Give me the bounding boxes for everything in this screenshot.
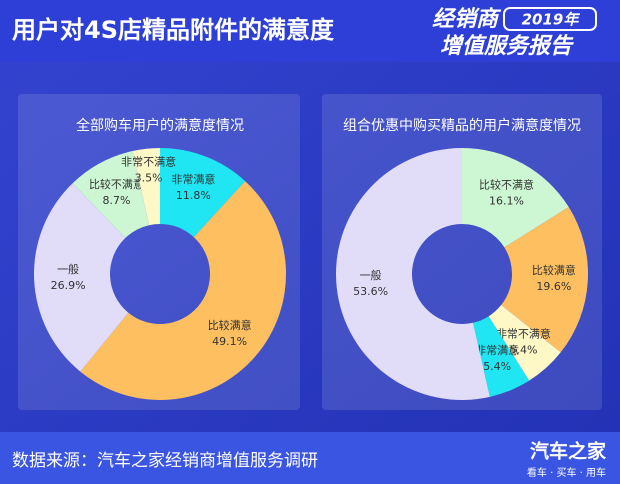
value-label: 53.6%: [353, 285, 388, 298]
segment-label: 比较满意: [208, 318, 252, 332]
segment-label: 比较满意: [532, 263, 576, 277]
segment-label: 非常满意: [171, 172, 215, 186]
value-label: 5.4%: [509, 343, 537, 356]
segment-label: 比较不满意: [89, 177, 144, 191]
donut-segment: [72, 151, 150, 238]
donut-segment: [80, 181, 286, 400]
donut-segment: [488, 305, 561, 381]
donut-segment: [132, 148, 160, 226]
source: 数据来源：汽车之家经销商增值服务调研: [12, 451, 318, 471]
value-label: 16.1%: [489, 194, 524, 207]
donut-segment: [462, 148, 569, 248]
badge-year: 2019年: [522, 11, 581, 29]
badge-text: 增值服务报告: [440, 33, 574, 59]
segment-label: 比较不满意: [479, 177, 534, 191]
donut-segment: [33, 183, 129, 372]
donut-segment: [336, 148, 490, 400]
value-label: 5.4%: [483, 360, 511, 373]
footer-bar: [0, 432, 620, 484]
donut-segment: [501, 207, 589, 353]
value-label: 26.9%: [51, 279, 86, 292]
badge-text: 经销商: [432, 6, 502, 32]
chart-title: 组合优惠中购买精品的用户满意度情况: [343, 117, 581, 134]
slogan: 看车 · 买车 · 用车: [527, 466, 606, 479]
segment-label: 非常满意: [475, 343, 519, 357]
value-label: 11.8%: [176, 189, 211, 202]
segment-label: 非常不满意: [121, 155, 176, 169]
segment-label: 非常不满意: [496, 326, 551, 340]
segment-label: 一般: [360, 269, 382, 282]
segment-label: 一般: [57, 263, 79, 276]
value-label: 19.6%: [536, 280, 571, 293]
value-label: 49.1%: [212, 335, 247, 348]
logo: 汽车之家: [530, 440, 607, 463]
chart-title: 全部购车用户的满意度情况: [76, 117, 244, 134]
page-title: 用户对4S店精品附件的满意度: [12, 16, 335, 44]
value-label: 3.5%: [135, 172, 163, 185]
badge-box: [503, 7, 597, 31]
donut-segment: [473, 316, 530, 397]
value-label: 8.7%: [102, 194, 130, 207]
donut-segment: [160, 148, 246, 238]
